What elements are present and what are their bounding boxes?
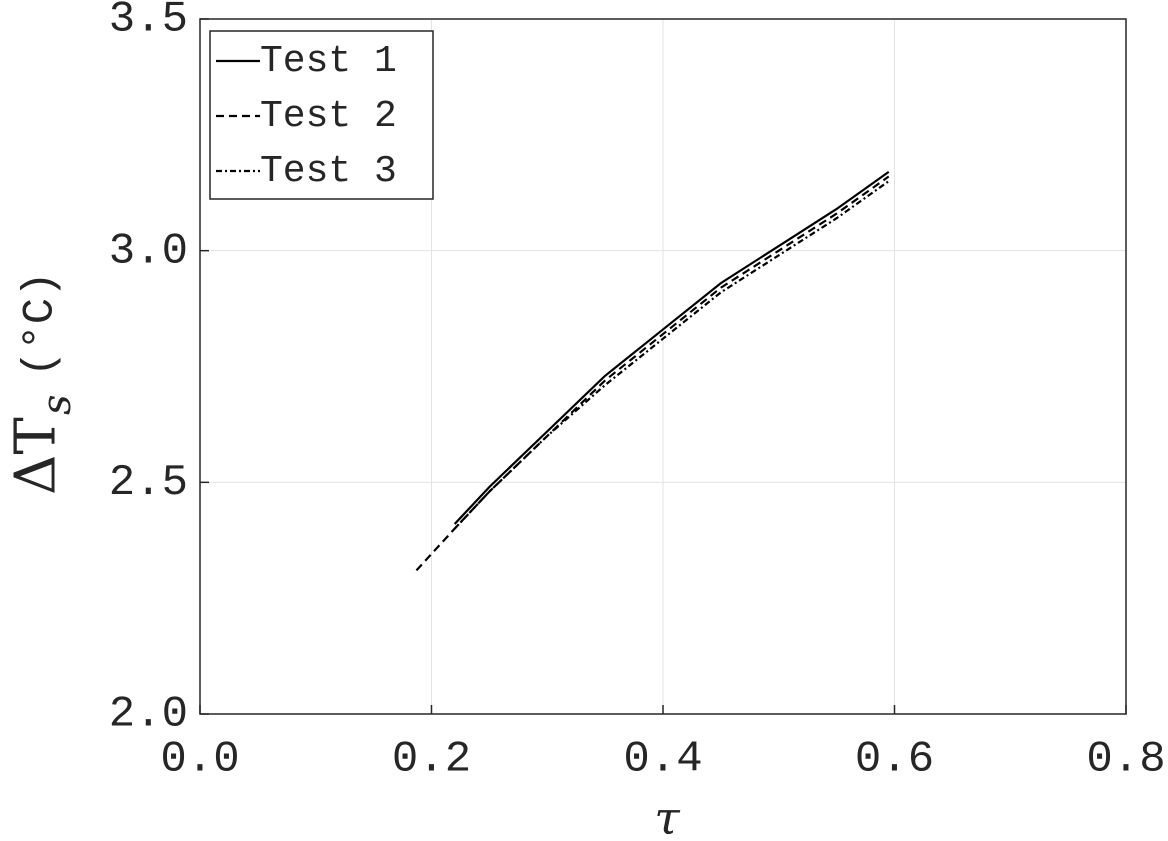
y-label-unit: (°C) — [16, 271, 66, 377]
y-tick-label: 3.5 — [109, 0, 188, 45]
legend-label: Test 1 — [260, 40, 397, 83]
x-tick-label: 0.6 — [855, 735, 934, 785]
x-tick-label: 0.2 — [392, 735, 471, 785]
x-tick-label: 0.4 — [623, 735, 702, 785]
series-line — [415, 175, 890, 572]
x-tick-label: 0.0 — [160, 735, 239, 785]
legend-label: Test 3 — [260, 150, 397, 193]
x-tick-label: 0.8 — [1086, 735, 1165, 785]
series-line — [453, 171, 890, 525]
y-tick-label: 2.0 — [109, 690, 188, 740]
y-label-sub: s — [34, 394, 80, 415]
y-tick-label: 3.0 — [109, 226, 188, 276]
legend-label: Test 2 — [260, 95, 397, 138]
y-label-main: ΔT — [4, 417, 69, 495]
x-axis-label: τ — [654, 791, 681, 841]
axes-frame — [199, 18, 1127, 715]
y-axis-label: ΔT s (°C) — [4, 271, 81, 495]
y-tick-label: 2.5 — [109, 458, 188, 508]
